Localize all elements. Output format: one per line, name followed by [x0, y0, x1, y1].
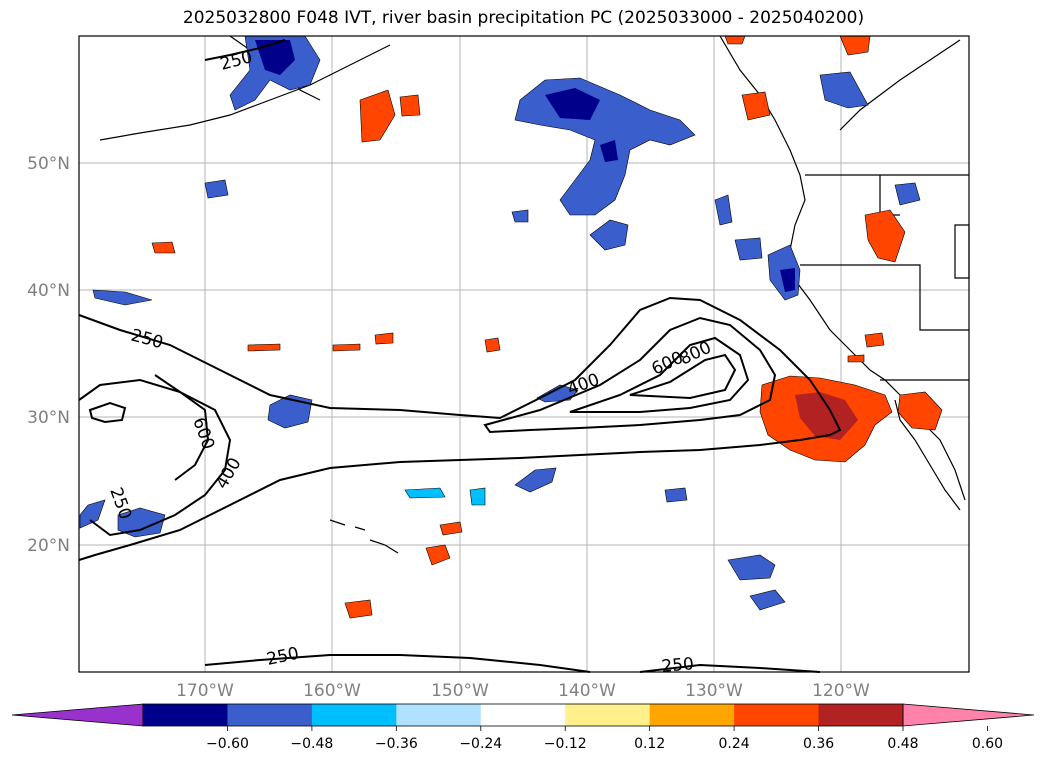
- lon-tick-label: 160°W: [303, 681, 361, 701]
- colorbar-segment: [143, 704, 228, 726]
- longitude-labels: 170°W 160°W 150°W 140°W 130°W 120°W: [176, 681, 870, 701]
- latitude-labels: 50°N 40°N 30°N 20°N: [27, 154, 70, 556]
- colorbar-tick-label: −0.48: [290, 736, 333, 752]
- lon-tick-label: 170°W: [176, 681, 234, 701]
- colorbar: −0.60 −0.48 −0.36 −0.24 −0.12 0.12 0.24 0.36 0.4…: [11, 703, 1035, 752]
- colorbar-segment: [480, 704, 566, 726]
- map-frame: [78, 35, 970, 673]
- colorbar-tick-label: −0.36: [375, 736, 418, 752]
- colorbar-tick-label: 0.36: [803, 736, 834, 752]
- colorbar-segment: [311, 704, 397, 726]
- lon-tick-label: 120°W: [812, 681, 870, 701]
- ocean-background: [79, 36, 969, 672]
- colorbar-extend-low: [11, 703, 144, 727]
- colorbar-segment: [565, 704, 651, 726]
- lat-tick-label: 40°N: [27, 281, 70, 301]
- colorbar-tick-label: 0.60: [972, 736, 1003, 752]
- colorbar-tick-label: −0.12: [544, 736, 587, 752]
- lon-tick-label: 150°W: [431, 681, 489, 701]
- colorbar-segment: [734, 704, 820, 726]
- colorbar-segment: [649, 704, 735, 726]
- lat-tick-label: 30°N: [27, 408, 70, 428]
- lon-tick-label: 140°W: [558, 681, 616, 701]
- colorbar-tick-label: 0.12: [634, 736, 665, 752]
- lat-tick-label: 20°N: [27, 536, 70, 556]
- ivt-contours: [78, 39, 842, 673]
- colorbar-tick-label: 0.24: [719, 736, 750, 752]
- lat-tick-label: 50°N: [27, 154, 70, 174]
- colorbar-tick-label: 0.48: [887, 736, 918, 752]
- colorbar-segment: [227, 704, 313, 726]
- map-panel: 250 250 600 400 250 400 600 800 250 250: [78, 35, 970, 677]
- colorbar-extend-high: [902, 703, 1035, 727]
- contour-label: 250: [661, 654, 695, 677]
- colorbar-segment: [818, 704, 904, 726]
- lon-tick-label: 130°W: [685, 681, 743, 701]
- map-title: 2025032800 F048 IVT, river basin precipi…: [182, 8, 865, 28]
- colorbar-tick-label: −0.60: [206, 736, 249, 752]
- colorbar-segment: [396, 704, 482, 726]
- colorbar-tick-label: −0.24: [459, 736, 502, 752]
- colorbar-frame: [142, 703, 904, 727]
